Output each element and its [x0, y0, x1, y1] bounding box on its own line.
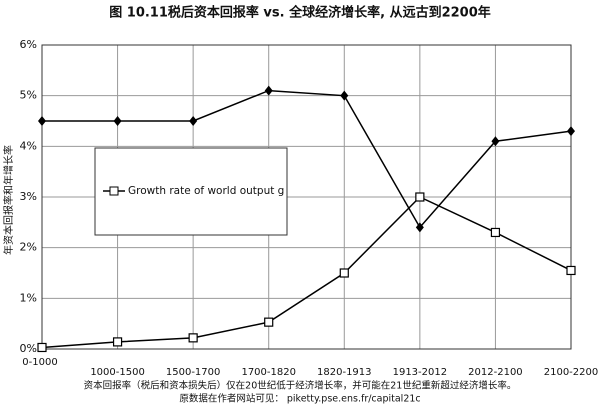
x-tick-label: 1913-2012: [393, 367, 448, 378]
x-tick-label: 1700-1820: [241, 367, 296, 378]
data-point: [264, 317, 274, 327]
y-axis-label: 年资本回报率和年增长率: [2, 145, 15, 255]
x-tick-label: 0-1000: [22, 357, 57, 368]
data-point: [491, 136, 500, 147]
series-line: [42, 89, 572, 229]
data-point: [188, 333, 198, 343]
x-tick-label: 1820-1913: [317, 367, 372, 378]
x-tick-label: 1500-1700: [166, 367, 221, 378]
x-tick-label: 1000-1500: [90, 367, 145, 378]
data-point: [490, 227, 501, 238]
data-point: [415, 192, 425, 202]
legend-box: [94, 147, 288, 236]
data-point: [189, 116, 198, 126]
plot-border: [41, 44, 572, 350]
data-point: [340, 90, 349, 101]
data-point: [566, 265, 576, 276]
y-tick-label: 3%: [20, 190, 37, 203]
legend-marker: [109, 186, 119, 196]
data-point: [37, 342, 47, 353]
y-tick-label: 5%: [20, 89, 37, 102]
data-point: [415, 222, 424, 233]
data-point: [567, 126, 575, 137]
data-point: [113, 116, 122, 126]
y-tick-label: 6%: [20, 38, 37, 51]
data-point: [264, 85, 273, 96]
y-tick-label: 4%: [20, 139, 37, 152]
legend-label: Growth rate of world output g: [128, 185, 284, 197]
series-line: [41, 196, 572, 349]
y-tick-label: 0%: [20, 342, 37, 355]
x-tick-label: 2012-2100: [468, 367, 523, 378]
chart-title: 图 10.11税后资本回报率 vs. 全球经济增长率, 从远古到2200年: [109, 5, 491, 21]
data-point: [112, 337, 123, 347]
y-tick-label: 2%: [20, 241, 37, 254]
y-tick-label: 1%: [20, 291, 37, 304]
data-point: [339, 268, 349, 278]
footnote: 资本回报率（税后和资本损失后）仅在20世纪低于经济增长率，并可能在21世纪重新超…: [84, 380, 517, 392]
footnote: 原数据在作者网站可见： piketty.pse.ens.fr/capital21…: [179, 393, 420, 405]
data-point: [38, 116, 46, 126]
x-tick-label: 2100-2200: [544, 367, 599, 378]
